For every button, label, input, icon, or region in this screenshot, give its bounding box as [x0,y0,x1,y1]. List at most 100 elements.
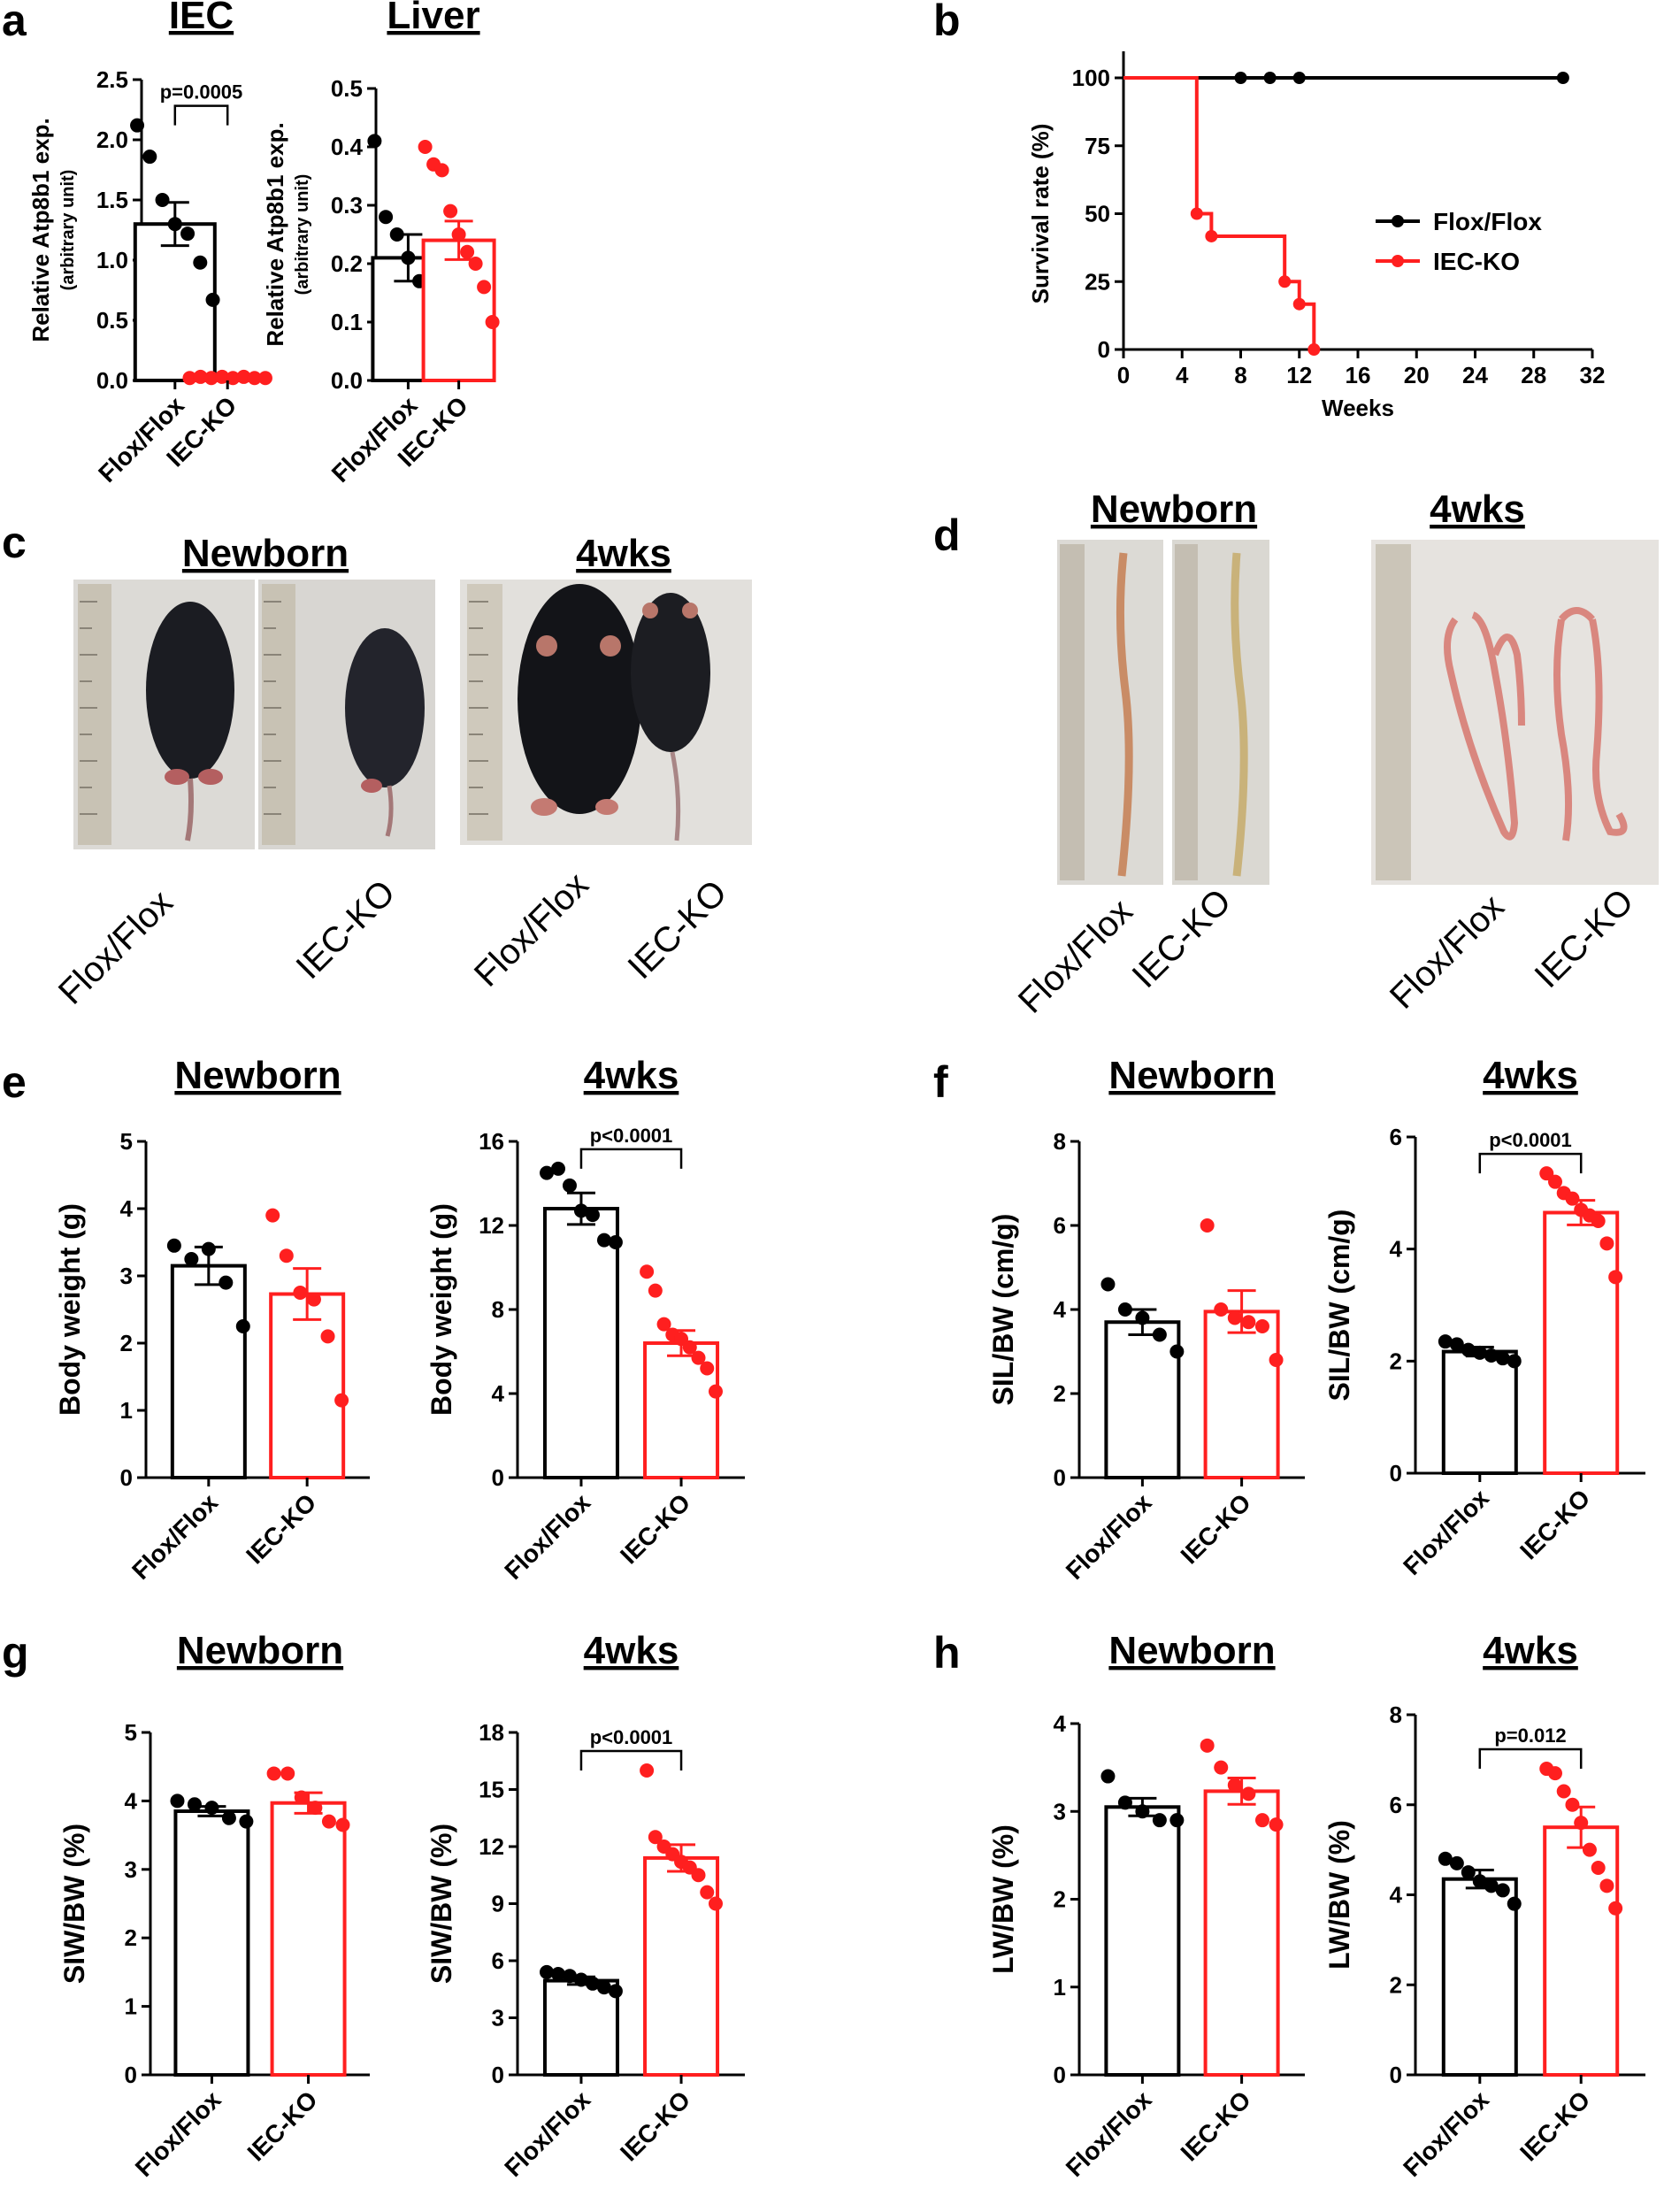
y-axis-label: LW/BW (%) [987,1824,1019,1974]
y-tick-label: 6 [1390,1792,1402,1818]
x-category-label: IEC-KO [1176,2085,1256,2166]
chart-survival: 0 25 50 75 100 0 4 8 12 16 20 24 28 32 Weeks Survival r… [1027,51,1605,421]
y-tick-label: 1 [120,1397,133,1424]
data-point [1608,1901,1623,1916]
y-tick-label: 0 [1054,2062,1066,2088]
data-point [1472,1874,1487,1889]
bar-iec-ko [421,238,496,382]
data-point [130,118,145,133]
data-point [247,371,262,386]
y-tick-label: 2 [1390,1348,1402,1374]
y-tick-label: 2 [120,1330,133,1356]
data-point [1472,1345,1487,1360]
data-point [187,1797,202,1812]
data-point [640,1264,655,1279]
chart-f1: Newborn 0 2 4 6 8 SIL/BW (cm/g) Flox/Flox IEC-KO [987,1054,1305,1585]
panel-letter-c: c [2,518,27,567]
x-category-label: IEC-KO [241,1488,321,1569]
chart-title: Newborn [1108,1629,1275,1672]
y-tick-label: 0.2 [331,250,363,277]
chart-e1: Newborn 0 1 2 3 4 5 Body weight (g) Flox/Flox IEC… [54,1054,370,1585]
bar-flox [542,1207,619,1479]
p-value-label: p<0.0001 [590,1726,673,1748]
panel-letter-b: b [933,0,961,45]
photo-d-label-1: Flox/Flox [1011,892,1140,1021]
y-tick-label: 5 [120,1128,133,1155]
panel-letter-a: a [2,0,27,45]
y-tick-label: 8 [1390,1701,1402,1728]
data-point [294,1790,309,1805]
data-point [367,134,382,149]
y-axis-label: SIL/BW (cm/g) [987,1214,1019,1406]
photo-c-label-2: IEC-KO [289,873,403,987]
y-tick-label: 0 [492,1464,504,1491]
significance-bracket [579,1148,683,1169]
data-point [1241,1315,1256,1330]
data-point [167,217,182,232]
x-category-label: Flox/Flox [499,2085,595,2182]
data-point [477,280,492,295]
y-tick-label: 6 [1054,1212,1066,1239]
y-axis-label-unit: (arbitrary unit) [58,170,78,291]
data-point [170,1793,185,1809]
data-point [184,1252,199,1266]
y-tick-label: 8 [492,1296,504,1323]
photo-d-label-3: Flox/Flox [1383,887,1512,1017]
data-point [321,1814,336,1829]
y-tick-label: 0.5 [331,75,363,102]
significance-bracket [579,1749,683,1770]
mouse-photo-4wks [460,580,752,845]
data-point [1214,1760,1229,1775]
data-point [648,1830,663,1845]
series-marker [1307,343,1321,356]
data-point [401,250,416,265]
bar-flox [170,1263,247,1479]
data-point [1438,1334,1453,1349]
x-category-label: Flox/Flox [130,2085,226,2182]
data-point [540,1964,555,1979]
x-category-label: IEC-KO [1514,1484,1595,1564]
p-value-label: p<0.0001 [1489,1129,1572,1151]
y-tick-label: 15 [479,1777,504,1803]
data-point [1100,1277,1116,1292]
x-tick-label: 32 [1580,362,1606,388]
chart-e2: 4wks 0 4 8 12 16 Body weight (g) Flox/Flox IEC-K… [426,1054,745,1585]
data-point [1484,1878,1499,1893]
data-point [1599,1878,1614,1893]
data-point [562,1969,577,1984]
data-point [1200,1738,1215,1753]
chart-a2: Liver 0.0 0.1 0.2 0.3 0.4 0.5 Relative Atp8b1 e… [262,0,500,488]
data-point [1241,1786,1256,1801]
y-tick-label: 2 [1390,1971,1402,1998]
data-point [1591,1214,1606,1228]
panel-letter-e: e [2,1057,27,1107]
y-tick-label: 2 [1054,1886,1066,1913]
data-point [280,1766,295,1781]
photo-d-4wks-title: 4wks [1430,488,1525,531]
data-point [1254,1813,1269,1828]
photo-d-label-2: IEC-KO [1125,882,1239,996]
data-point [596,1233,611,1248]
data-point [468,257,483,271]
chart-title: IEC [169,0,234,37]
x-category-label: Flox/Flox [127,1488,223,1585]
data-point [1169,1344,1185,1359]
data-point [1507,1896,1522,1911]
photo-c-label-1: Flox/Flox [51,883,180,1012]
data-point [1152,1327,1167,1342]
bar-flox [1441,1877,1518,2078]
p-value-label: p=0.0005 [160,81,243,104]
data-point [235,1319,250,1333]
series-marker [1234,72,1247,84]
data-point [648,1283,663,1298]
data-point [306,1292,321,1307]
y-tick-label: 0 [125,2062,137,2088]
chart-g1: Newborn 0 1 2 3 4 5 SIW/BW (%) Flox/Flox IEC-KO [58,1629,370,2182]
data-point [1152,1813,1167,1828]
data-point [279,1248,294,1263]
data-point [1565,1797,1580,1812]
photo-c-4wks-title: 4wks [576,532,671,575]
x-category-label: Flox/Flox [1398,1484,1494,1580]
data-point [1117,1302,1132,1317]
photo-c-label-3: Flox/Flox [467,865,596,995]
